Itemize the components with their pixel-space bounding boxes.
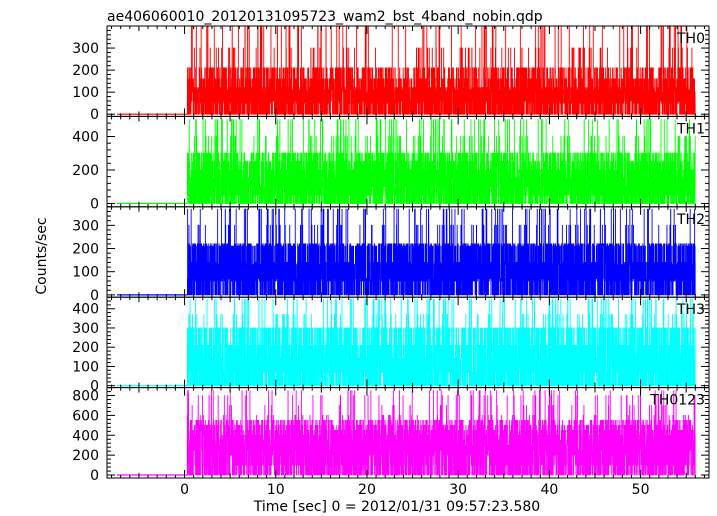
series-th0123 (117, 390, 696, 476)
panel-label-th2: TH2 (676, 212, 705, 228)
panel-label-th3: TH3 (676, 302, 705, 318)
x-tick-label: 0 (180, 482, 189, 498)
x-tick-label: 20 (358, 482, 376, 498)
series-th3-line (186, 298, 696, 387)
y-tick-label: 100 (72, 85, 99, 101)
series-th0123-line (186, 390, 696, 476)
series-th3 (117, 298, 696, 387)
y-tick-label: 100 (72, 359, 99, 375)
panel-th0: 0 100 200 300 TH0 (72, 25, 710, 123)
y-tick-label: 300 (72, 218, 99, 234)
y-tick-label: 0 (90, 468, 99, 484)
y-tick-label: 0 (90, 288, 99, 304)
series-th1 (117, 119, 696, 205)
y-tick-label: 400 (72, 129, 99, 145)
series-th0 (117, 26, 696, 115)
series-th0-line (186, 26, 696, 115)
y-tick-label: 0 (90, 107, 99, 123)
panel-th2: 0 100 200 300 TH2 (72, 206, 710, 304)
y-tick-label: 100 (72, 265, 99, 281)
x-tick-label: 40 (540, 482, 558, 498)
y-tick-label: 400 (72, 302, 99, 318)
series-th2 (117, 208, 696, 296)
y-tick-label: 200 (72, 242, 99, 258)
panel-th1: 0 200 400 TH1 (72, 115, 710, 212)
x-tick-label: 50 (632, 482, 650, 498)
y-axis-label: Counts/sec (34, 217, 50, 294)
panel-label-th0123: TH0123 (649, 393, 705, 409)
series-th1-line (186, 119, 696, 204)
y-tick-label: 200 (72, 163, 99, 179)
x-tick-label: 30 (449, 482, 467, 498)
panel-frame (106, 387, 710, 479)
y-tick-label: 600 (72, 408, 99, 424)
chart-title: ae406060010_20120131095723_wam2_bst_4ban… (107, 9, 543, 25)
panel-th3: 0 100 200 300 400 TH3 (72, 296, 710, 395)
y-tick-label: 200 (72, 340, 99, 356)
y-tick-label: 300 (72, 321, 99, 337)
series-th2-line (187, 208, 696, 296)
panel-th0123: 0 200 400 600 800 TH0123 (72, 387, 710, 484)
y-tick-label: 300 (72, 41, 99, 57)
y-tick-label: 0 (90, 379, 99, 395)
panel-label-th1: TH1 (676, 121, 705, 137)
x-axis-label: Time [sec] 0 = 2012/01/31 09:57:23.580 (253, 499, 540, 515)
y-tick-label: 0 (90, 196, 99, 212)
panel-label-th0: TH0 (676, 31, 705, 47)
y-tick-label: 200 (72, 63, 99, 79)
y-tick-label: 800 (72, 389, 99, 405)
x-tick-label: 10 (267, 482, 285, 498)
y-tick-label: 200 (72, 448, 99, 464)
y-tick-label: 400 (72, 428, 99, 444)
